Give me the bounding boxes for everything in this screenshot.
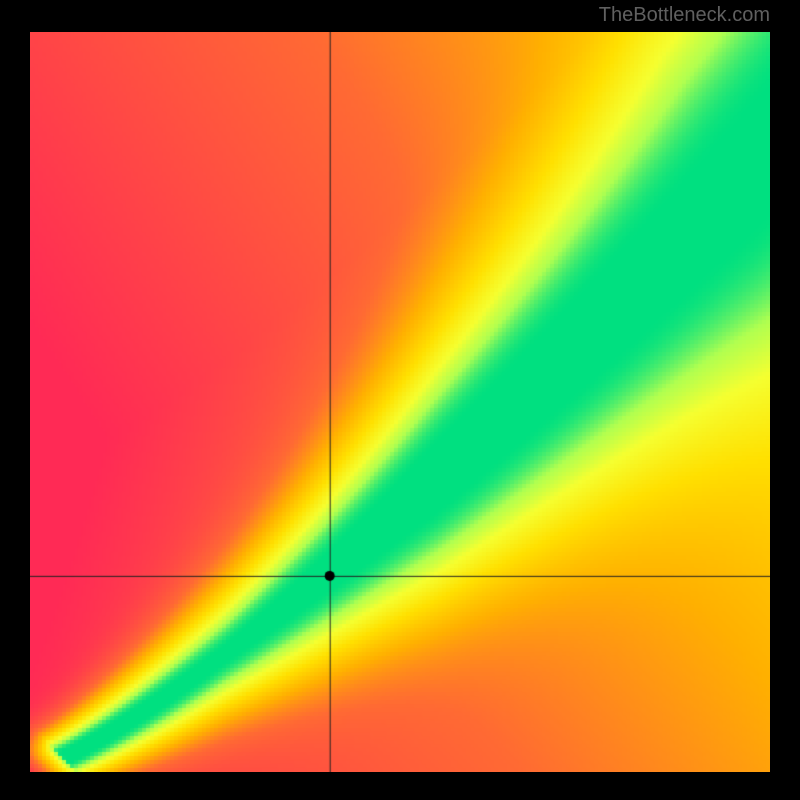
heatmap-plot — [30, 32, 770, 772]
watermark-text: TheBottleneck.com — [599, 4, 770, 27]
